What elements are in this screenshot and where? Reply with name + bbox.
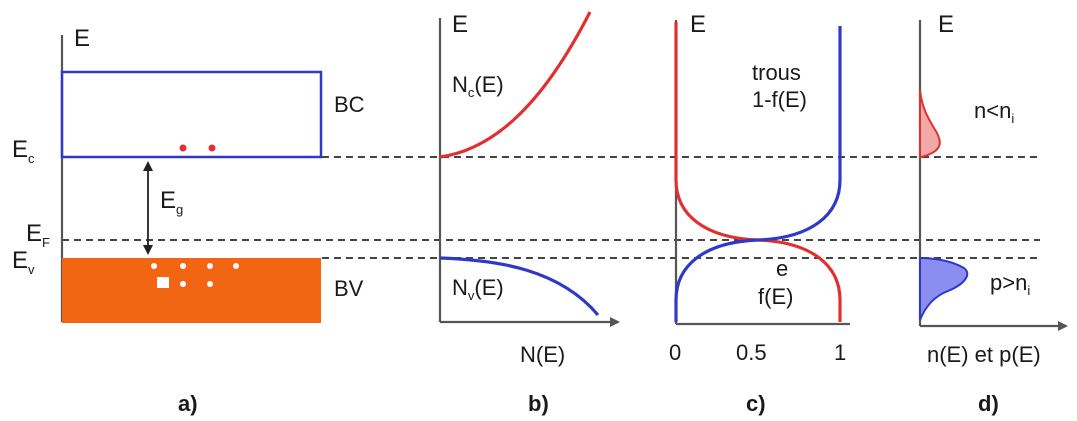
tick-label: 0	[669, 340, 681, 365]
n-relation-label: n<ni	[974, 98, 1014, 126]
eg-label: Eg	[160, 187, 183, 217]
tick-label: 1	[834, 340, 846, 365]
panel-c-axis-label: E	[690, 11, 706, 38]
nc-label: Nc(E)	[452, 72, 504, 100]
one-minus-f-curve	[674, 26, 842, 322]
electron-dot	[208, 144, 216, 152]
valence-band-box	[62, 258, 321, 323]
panel-d-caption: d)	[978, 391, 999, 416]
hole-dot	[233, 263, 239, 269]
panel-a: E BC BV Ec EF Ev Eg a)	[12, 25, 365, 416]
panel-d-xlabel: n(E) et p(E)	[927, 342, 1041, 367]
nv-label: Nv(E)	[452, 275, 504, 303]
panel-b-axis-label: E	[452, 11, 468, 38]
electron-function: f(E)	[758, 284, 793, 309]
hole-dot	[207, 281, 213, 287]
panel-a-caption: a)	[178, 391, 198, 416]
electron-dot	[179, 144, 187, 152]
ef-label: EF	[26, 220, 50, 250]
panel-b: E Nc(E) Nv(E) N(E) b)	[438, 11, 620, 416]
panel-a-axis-label: E	[74, 25, 90, 52]
ev-label: Ev	[12, 247, 35, 277]
hole-dot	[180, 281, 186, 287]
panel-b-xlabel: N(E)	[520, 342, 565, 367]
hole-dot	[180, 263, 186, 269]
electron-density-curve	[919, 89, 941, 159]
hole-dot	[151, 263, 157, 269]
conduction-band-label: BC	[334, 92, 365, 117]
nv-curve	[439, 256, 600, 317]
nc-curve	[439, 11, 592, 159]
p-relation-label: p>ni	[990, 270, 1030, 298]
conduction-band-box	[60, 70, 323, 159]
hole-density-curve	[919, 256, 969, 321]
panel-d-axis-label: E	[938, 11, 954, 38]
hole-dot	[207, 263, 213, 269]
valence-band-label: BV	[334, 276, 364, 301]
ec-label: Ec	[12, 136, 35, 166]
panel-b-caption: b)	[528, 391, 549, 416]
holes-title: trous	[752, 60, 801, 85]
holes-function: 1-f(E)	[752, 87, 807, 112]
panel-c: E trous 1-f(E) e f(E) 0 0.5 1 c)	[669, 11, 850, 416]
electron-label: e	[776, 256, 788, 281]
panel-d: E n<ni p>ni n(E) et p(E) d)	[918, 11, 1068, 416]
tick-label: 0.5	[736, 340, 767, 365]
hole-marker	[157, 277, 169, 288]
panel-c-caption: c)	[746, 391, 766, 416]
